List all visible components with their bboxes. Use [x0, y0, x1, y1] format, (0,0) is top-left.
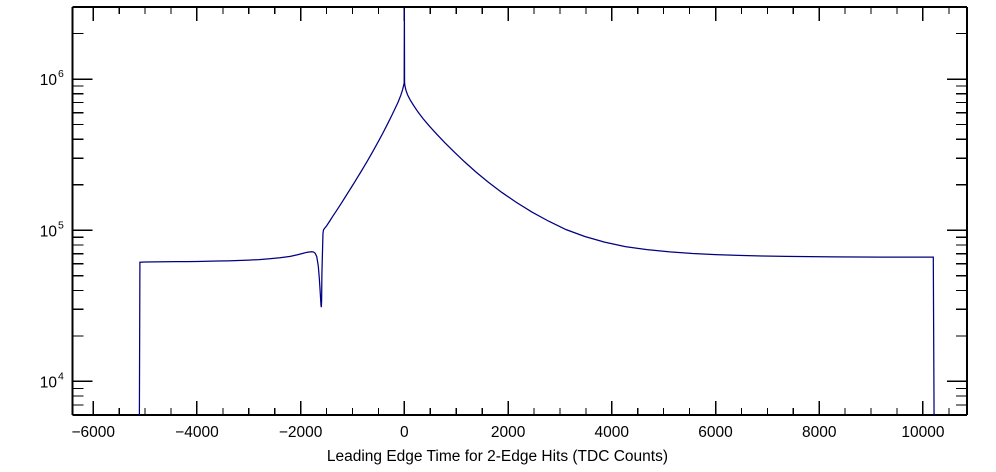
x-tick-label: 8000: [802, 424, 837, 441]
x-tick-label: −6000: [71, 424, 115, 441]
x-tick-label: 6000: [698, 424, 733, 441]
y-axis-ticks: [72, 6, 967, 416]
y-tick-label: 10: [40, 374, 58, 391]
x-axis-ticks: [92, 7, 950, 415]
data-curve: [138, 9, 935, 416]
x-tick-label: −2000: [279, 424, 323, 441]
x-tick-label: 4000: [595, 424, 630, 441]
plot-frame: [71, 6, 968, 416]
y-tick-label-exponent: 6: [58, 68, 64, 80]
x-tick-label: −4000: [175, 424, 219, 441]
x-tick-label: 2000: [491, 424, 526, 441]
y-tick-label: 10: [40, 72, 58, 89]
y-tick-label-exponent: 4: [58, 370, 64, 382]
x-tick-label: 10000: [901, 424, 944, 441]
x-axis-title: Leading Edge Time for 2-Edge Hits (TDC C…: [327, 448, 668, 465]
y-tick-label: 10: [40, 223, 58, 240]
y-tick-label-exponent: 5: [58, 219, 64, 231]
x-axis-tick-labels: −6000 −4000 −2000 0 2000 4000 6000 8000 10000: [71, 424, 944, 441]
x-tick-label: 0: [400, 424, 409, 441]
